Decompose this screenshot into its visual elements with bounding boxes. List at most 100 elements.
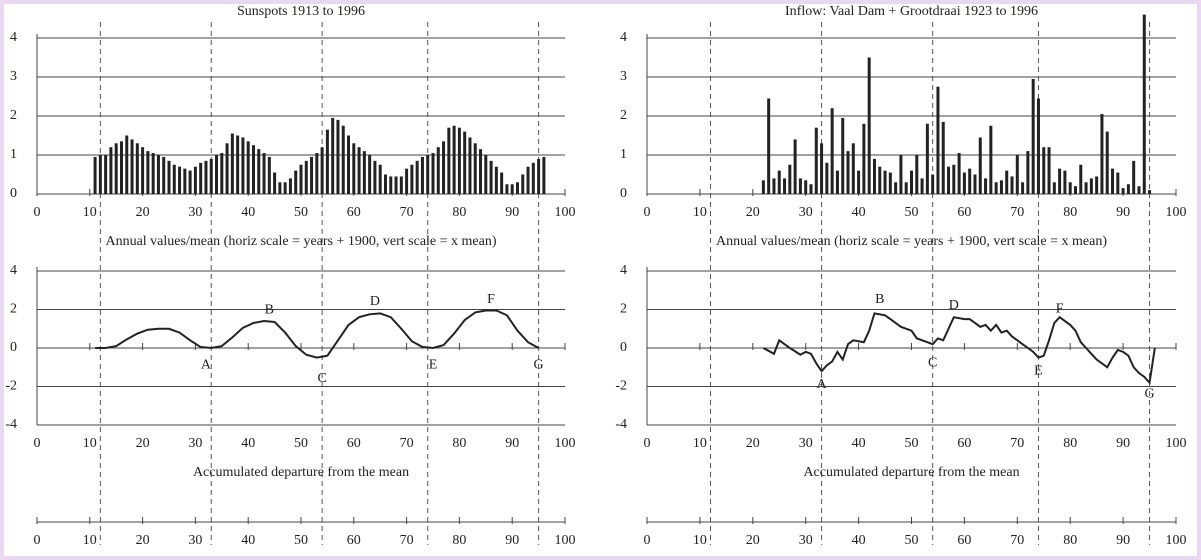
- line: [762, 312, 1156, 385]
- bar: [399, 176, 403, 194]
- bar: [204, 160, 208, 194]
- bar: [1132, 160, 1136, 194]
- annotation: G: [534, 358, 544, 373]
- bar: [1021, 182, 1025, 194]
- x-tick-label: 60: [347, 436, 361, 451]
- x-tick-label: 20: [136, 205, 150, 220]
- line: [95, 309, 540, 359]
- bar: [288, 178, 292, 194]
- bar: [542, 156, 546, 194]
- bar: [183, 168, 187, 194]
- x-tick-label: 10: [693, 533, 707, 548]
- bar: [910, 170, 913, 194]
- x-tick-label: 40: [852, 533, 866, 548]
- x-tick-label: 70: [1010, 436, 1024, 451]
- x-tick-label: 0: [34, 533, 41, 548]
- bar: [851, 143, 855, 194]
- bar: [835, 170, 839, 194]
- bar: [999, 180, 1003, 194]
- bar: [141, 147, 145, 194]
- bar: [1126, 184, 1130, 194]
- bar: [878, 166, 882, 194]
- bar: [962, 172, 966, 194]
- x-tick-label: 80: [1063, 436, 1077, 451]
- x-tick-label: 40: [241, 436, 255, 451]
- bar: [193, 166, 197, 194]
- x-tick-label: 10: [83, 533, 97, 548]
- bar: [899, 155, 903, 194]
- bar: [410, 164, 414, 194]
- x-tick-label: 30: [799, 205, 813, 220]
- x-tick-label: 90: [1116, 205, 1130, 220]
- chart-title: Sunspots 1913 to 1996: [237, 4, 365, 19]
- bar: [93, 156, 97, 194]
- x-tick-label: 30: [799, 533, 813, 548]
- x-tick-label: 30: [799, 436, 813, 451]
- bar: [767, 98, 771, 194]
- bar: [941, 121, 945, 194]
- x-tick-label: 70: [400, 436, 414, 451]
- bar: [162, 156, 166, 194]
- bar: [119, 141, 123, 194]
- x-tick-label: 90: [505, 205, 519, 220]
- bar: [341, 125, 345, 194]
- bar: [178, 166, 182, 194]
- x-tick-label: 10: [693, 436, 707, 451]
- bar: [1052, 182, 1056, 194]
- bar: [841, 117, 845, 194]
- x-tick-label: 0: [644, 436, 651, 451]
- y-tick-label: 3: [10, 69, 17, 84]
- bar: [904, 182, 908, 194]
- bar: [915, 155, 919, 194]
- x-tick-label: 10: [693, 205, 707, 220]
- annotation: F: [1056, 302, 1064, 317]
- bar: [500, 172, 504, 194]
- bar: [978, 137, 982, 194]
- x-tick-label: 40: [852, 436, 866, 451]
- bar: [304, 160, 308, 194]
- bar: [457, 127, 461, 194]
- y-tick-label: -2: [5, 379, 17, 394]
- x-axis-label: Accumulated departure from the mean: [803, 465, 1019, 480]
- x-tick-label: 100: [555, 436, 576, 451]
- x-tick-label: 90: [505, 436, 519, 451]
- x-tick-label: 0: [34, 436, 41, 451]
- bar: [984, 178, 988, 194]
- bar: [1005, 170, 1009, 194]
- bar: [857, 170, 861, 194]
- bar: [420, 156, 424, 194]
- bar: [368, 155, 372, 194]
- x-tick-label: 70: [1010, 533, 1024, 548]
- annotation: D: [949, 298, 959, 313]
- y-tick-label: 4: [10, 30, 17, 45]
- x-tick-label: 20: [746, 533, 760, 548]
- bar: [1010, 176, 1014, 194]
- y-tick-label: 4: [620, 30, 627, 45]
- bar: [98, 155, 102, 194]
- bar: [315, 153, 319, 194]
- x-tick-label: 40: [241, 533, 255, 548]
- y-tick-label: 3: [620, 69, 627, 84]
- bar: [251, 145, 255, 194]
- bar: [294, 170, 298, 194]
- bar: [188, 170, 192, 194]
- x-tick-label: 50: [905, 533, 919, 548]
- x-tick-label: 100: [555, 205, 576, 220]
- bar: [463, 131, 467, 194]
- annotation: C: [928, 356, 937, 371]
- bar: [1084, 182, 1088, 194]
- y-tick-label: -4: [5, 417, 17, 432]
- y-tick-label: 4: [620, 263, 627, 278]
- bar: [936, 86, 940, 194]
- x-tick-label: 50: [294, 533, 308, 548]
- bar: [262, 153, 266, 194]
- bar: [325, 129, 329, 194]
- bar: [798, 178, 802, 194]
- figure-background: [4, 4, 1197, 556]
- x-tick-label: 100: [1166, 205, 1187, 220]
- bar: [783, 178, 787, 194]
- bar: [973, 174, 977, 194]
- bar: [1089, 178, 1093, 194]
- bar: [167, 160, 171, 194]
- bar: [957, 153, 961, 194]
